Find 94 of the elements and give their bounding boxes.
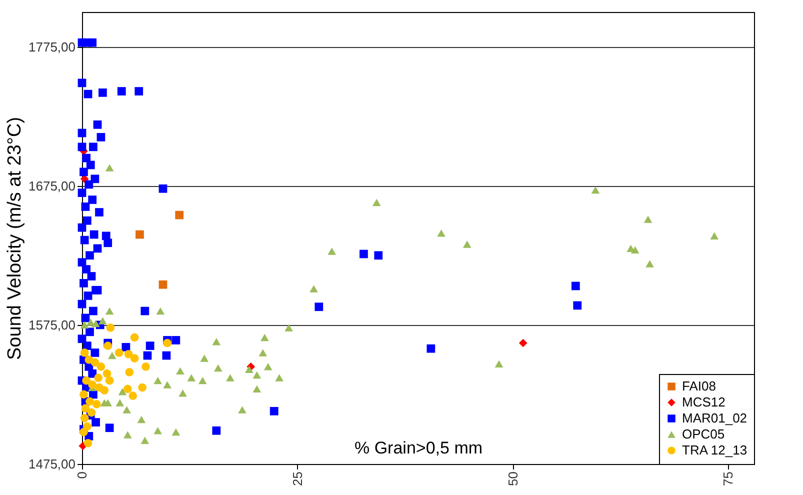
x-tick-label: 0 [74, 472, 90, 479]
point [116, 399, 124, 406]
point [105, 376, 114, 385]
point [258, 349, 268, 356]
point [106, 324, 115, 332]
point [710, 232, 719, 240]
point [137, 416, 146, 424]
point [84, 438, 92, 448]
legend-label: MAR01_02 [682, 410, 748, 426]
point [260, 334, 269, 342]
x-axis-title: % Grain>0,5 mm [354, 438, 483, 458]
point [80, 428, 88, 436]
point [140, 436, 150, 444]
point [163, 381, 172, 388]
point [310, 285, 318, 292]
point [100, 399, 109, 406]
point [630, 246, 640, 254]
point [198, 376, 207, 384]
y-tick-label: 1675,00 [28, 178, 76, 194]
point [96, 362, 106, 371]
point [252, 385, 262, 393]
point [372, 198, 381, 206]
y-axis-title: Sound Velocity (m/s at 23°C) [4, 116, 26, 360]
point [125, 368, 134, 376]
point [136, 230, 144, 239]
point [94, 374, 103, 382]
legend-label: MCS12 [682, 394, 726, 410]
point [80, 348, 89, 357]
point [200, 354, 209, 362]
point [226, 374, 234, 382]
point [644, 216, 652, 223]
point [284, 324, 293, 332]
point [80, 414, 89, 422]
point [92, 400, 101, 408]
point [264, 363, 272, 370]
point [87, 408, 96, 417]
point [138, 383, 146, 392]
legend-label: FAI08 [682, 378, 716, 394]
point [90, 358, 100, 367]
point [252, 371, 262, 379]
point [130, 333, 139, 342]
point [214, 364, 222, 372]
point [154, 427, 162, 434]
point [114, 348, 124, 357]
point [591, 186, 600, 194]
point [175, 210, 184, 220]
legend-label: TRA 12_13 [682, 442, 748, 458]
point [118, 388, 127, 396]
point [462, 240, 472, 248]
point [176, 367, 184, 374]
point [646, 260, 654, 268]
point [244, 366, 254, 374]
point [128, 392, 138, 400]
point [130, 354, 139, 362]
x-tick-label: 75 [720, 472, 736, 486]
y-tick-label: 1575,00 [28, 317, 76, 332]
point [163, 338, 172, 348]
point [123, 431, 132, 438]
point [178, 389, 187, 397]
x-tick-label: 25 [290, 472, 305, 486]
point [81, 404, 90, 413]
point [158, 280, 168, 289]
point [494, 360, 504, 368]
point [187, 374, 196, 382]
point [98, 317, 107, 324]
point [275, 374, 284, 382]
point [122, 406, 131, 414]
point [80, 321, 89, 329]
point [80, 390, 88, 399]
point [212, 338, 221, 346]
point [105, 307, 114, 315]
legend-label: OPC05 [682, 426, 725, 442]
point [238, 406, 246, 414]
point [92, 320, 100, 328]
point [102, 369, 112, 378]
x-tick-label: 50 [505, 472, 520, 486]
point [86, 397, 94, 406]
point [88, 380, 97, 389]
point [172, 428, 180, 436]
point [154, 376, 162, 384]
point [82, 376, 90, 385]
point [437, 230, 446, 237]
point [124, 350, 133, 358]
point [100, 386, 109, 394]
point [123, 384, 132, 394]
point [518, 338, 528, 348]
point [105, 164, 114, 172]
point [328, 248, 336, 255]
point [104, 342, 112, 350]
y-tick-label: 1775,00 [28, 39, 76, 54]
point [142, 362, 150, 371]
point [156, 307, 165, 315]
y-tick-label: 1475,00 [28, 456, 76, 472]
point [108, 352, 116, 360]
